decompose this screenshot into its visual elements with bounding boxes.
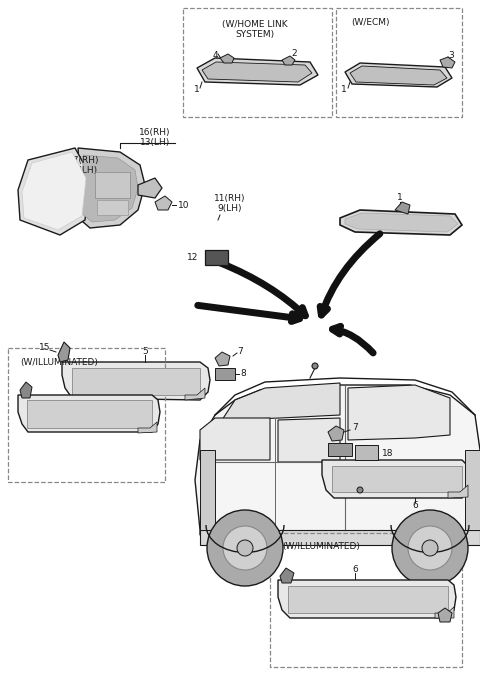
- Text: 1: 1: [397, 193, 403, 202]
- Text: 5: 5: [89, 381, 95, 390]
- Polygon shape: [345, 213, 458, 232]
- Polygon shape: [435, 607, 454, 618]
- Text: 4: 4: [212, 51, 218, 59]
- Text: 1: 1: [194, 86, 200, 94]
- Polygon shape: [18, 395, 160, 432]
- Polygon shape: [138, 178, 162, 198]
- Polygon shape: [200, 418, 270, 460]
- Polygon shape: [195, 385, 480, 535]
- Text: 15: 15: [39, 344, 51, 353]
- Text: 6: 6: [352, 565, 358, 574]
- Polygon shape: [438, 608, 452, 622]
- Bar: [27, 400, 152, 428]
- Polygon shape: [185, 388, 205, 400]
- Bar: [97, 200, 128, 215]
- Polygon shape: [448, 485, 468, 498]
- Bar: [355, 445, 378, 460]
- Bar: [270, 533, 462, 667]
- Text: 8: 8: [240, 369, 246, 379]
- Polygon shape: [75, 148, 145, 228]
- Text: (W/ECM): (W/ECM): [351, 18, 389, 27]
- Text: 7: 7: [237, 348, 243, 357]
- Text: 7: 7: [352, 423, 358, 433]
- Text: (W/HOME LINK: (W/HOME LINK: [222, 20, 288, 29]
- Polygon shape: [202, 62, 312, 82]
- Circle shape: [392, 510, 468, 586]
- Polygon shape: [278, 580, 456, 618]
- Text: (W/ILLUMINATED): (W/ILLUMINATED): [282, 542, 360, 551]
- Text: 6: 6: [412, 501, 418, 510]
- Bar: [288, 586, 448, 613]
- Polygon shape: [138, 422, 157, 433]
- Text: 18: 18: [382, 448, 394, 458]
- Polygon shape: [278, 418, 340, 462]
- Polygon shape: [155, 196, 172, 210]
- Polygon shape: [348, 385, 450, 440]
- Bar: [328, 443, 352, 456]
- Polygon shape: [58, 342, 70, 362]
- Polygon shape: [200, 530, 480, 545]
- Polygon shape: [222, 383, 340, 420]
- Polygon shape: [282, 56, 295, 65]
- Polygon shape: [80, 155, 138, 222]
- Text: 1: 1: [341, 86, 347, 94]
- Bar: [215, 368, 235, 380]
- Bar: [183, 8, 332, 117]
- Text: 8: 8: [358, 446, 364, 454]
- Polygon shape: [395, 202, 410, 214]
- Bar: [336, 8, 462, 117]
- Polygon shape: [322, 460, 470, 498]
- Text: SYSTEM): SYSTEM): [235, 30, 275, 39]
- Polygon shape: [197, 58, 318, 85]
- Polygon shape: [280, 568, 294, 583]
- Text: 11(RH): 11(RH): [214, 193, 246, 202]
- Text: 12: 12: [187, 253, 198, 262]
- Polygon shape: [18, 148, 90, 235]
- Circle shape: [223, 526, 267, 570]
- Text: 17(RH): 17(RH): [68, 156, 99, 164]
- Polygon shape: [220, 54, 234, 63]
- Circle shape: [312, 363, 318, 369]
- Circle shape: [357, 487, 363, 493]
- Bar: [8, 348, 165, 482]
- Polygon shape: [440, 57, 455, 68]
- Text: 10: 10: [178, 200, 190, 210]
- Text: 14(LH): 14(LH): [68, 166, 98, 175]
- Circle shape: [408, 526, 452, 570]
- Circle shape: [207, 510, 283, 586]
- Polygon shape: [215, 352, 230, 366]
- Text: 2: 2: [291, 49, 297, 59]
- Polygon shape: [465, 450, 480, 530]
- Polygon shape: [22, 152, 86, 230]
- Text: 5: 5: [142, 348, 148, 357]
- Polygon shape: [62, 362, 210, 400]
- Text: 3: 3: [448, 51, 454, 61]
- Text: 16(RH): 16(RH): [139, 127, 171, 137]
- Text: 9(LH): 9(LH): [218, 204, 242, 212]
- Text: 13(LH): 13(LH): [140, 137, 170, 146]
- Bar: [332, 466, 462, 492]
- Polygon shape: [345, 63, 452, 87]
- Bar: [72, 368, 200, 395]
- Polygon shape: [20, 382, 32, 398]
- Circle shape: [237, 540, 253, 556]
- Polygon shape: [350, 66, 447, 85]
- Circle shape: [422, 540, 438, 556]
- Polygon shape: [328, 426, 344, 441]
- Text: (W/ILLUMINATED): (W/ILLUMINATED): [20, 358, 98, 367]
- Bar: [95, 172, 130, 198]
- Polygon shape: [200, 450, 215, 530]
- Polygon shape: [340, 210, 462, 235]
- Bar: [205, 250, 228, 265]
